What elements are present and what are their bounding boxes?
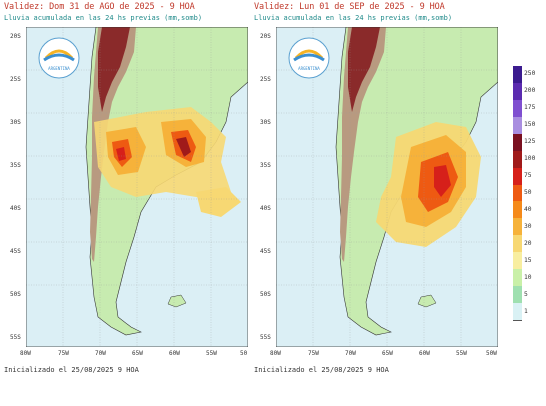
- colorbar-label: 30: [524, 222, 532, 230]
- colorbar-label: 250: [524, 70, 536, 78]
- lat-label: 45S: [260, 248, 271, 255]
- logo-text: ARGENTINA: [298, 66, 320, 71]
- colorbar-segment: [513, 82, 522, 101]
- lon-label: 65W: [132, 350, 143, 357]
- lat-label: 30S: [10, 119, 21, 126]
- lat-label: 50S: [260, 291, 271, 298]
- lat-label: 35S: [260, 162, 271, 169]
- colorbar-segment: [513, 116, 522, 135]
- panel-title: Validez: Lun 01 de SEP de 2025 - 9 HOA: [254, 2, 445, 12]
- lat-label: 25S: [10, 76, 21, 83]
- lat-label: 30S: [260, 119, 271, 126]
- lat-label: 50S: [10, 291, 21, 298]
- colorbar-segment: [513, 303, 522, 321]
- lat-label: 20S: [10, 33, 21, 40]
- lat-label: 40S: [260, 205, 271, 212]
- colorbar-label: 20: [524, 239, 532, 247]
- colorbar-segment: [513, 66, 522, 84]
- colorbar-segment: [513, 167, 522, 186]
- init-label: Inicializado el 25/08/2025 9 HOA: [254, 366, 389, 374]
- lon-label: 80W: [270, 350, 281, 357]
- colorbar-segment: [513, 218, 522, 237]
- colorbar-label: 125: [524, 138, 536, 146]
- lon-label: 60W: [419, 350, 430, 357]
- lon-label: 70W: [345, 350, 356, 357]
- colorbar-segment: [513, 184, 522, 203]
- colorbar-segment: [513, 201, 522, 220]
- lon-label: 50W: [486, 350, 497, 357]
- colorbar-segment: [513, 133, 522, 152]
- init-label: Inicializado el 25/08/2025 9 HOA: [4, 366, 139, 374]
- panel-subtitle: Lluvia acumulada en las 24 hs previas (m…: [254, 14, 453, 22]
- lat-label: 55S: [260, 334, 271, 341]
- colorbar-segment: [513, 150, 522, 169]
- forecast-panel-aug31: Validez: Dom 31 de AGO de 2025 - 9 HOA L…: [0, 0, 248, 380]
- lat-label: 45S: [10, 248, 21, 255]
- lon-label: 75W: [58, 350, 69, 357]
- logo: ARGENTINA: [284, 36, 334, 80]
- colorbar-label: 175: [524, 104, 536, 112]
- colorbar-label: 200: [524, 87, 536, 95]
- lon-label: 60W: [169, 350, 180, 357]
- colorbar-label: 15: [524, 256, 532, 264]
- precipitation-colorbar: [513, 66, 522, 321]
- logo: ARGENTINA: [34, 36, 84, 80]
- colorbar-label: 10: [524, 273, 532, 281]
- panel-title: Validez: Dom 31 de AGO de 2025 - 9 HOA: [4, 2, 195, 12]
- colorbar-segment: [513, 252, 522, 271]
- lon-label: 70W: [95, 350, 106, 357]
- lat-label: 35S: [10, 162, 21, 169]
- precipitation-map: [276, 27, 498, 347]
- colorbar-label: 150: [524, 121, 536, 129]
- colorbar-label: 75: [524, 172, 532, 180]
- lon-label: 55W: [206, 350, 217, 357]
- precipitation-map: [26, 27, 248, 347]
- lon-label: 65W: [382, 350, 393, 357]
- lon-label: 75W: [308, 350, 319, 357]
- lon-label: 55W: [456, 350, 467, 357]
- lat-label: 20S: [260, 33, 271, 40]
- colorbar-segment: [513, 269, 522, 288]
- lat-label: 25S: [260, 76, 271, 83]
- colorbar-label: 40: [524, 205, 532, 213]
- logo-text: ARGENTINA: [48, 66, 70, 71]
- colorbar-segment: [513, 99, 522, 118]
- colorbar-segment: [513, 235, 522, 254]
- colorbar-label: 50: [524, 189, 532, 196]
- colorbar-label: 100: [524, 155, 536, 163]
- colorbar-label: 1: [524, 307, 528, 315]
- colorbar-segment: [513, 286, 522, 305]
- colorbar-label: 5: [524, 290, 528, 298]
- lat-label: 55S: [10, 334, 21, 341]
- forecast-panel-sep01: Validez: Lun 01 de SEP de 2025 - 9 HOA L…: [250, 0, 498, 380]
- lon-label: 80W: [20, 350, 31, 357]
- lat-label: 40S: [10, 205, 21, 212]
- lon-label: 50: [240, 350, 248, 357]
- panel-subtitle: Lluvia acumulada en las 24 hs previas (m…: [4, 14, 203, 22]
